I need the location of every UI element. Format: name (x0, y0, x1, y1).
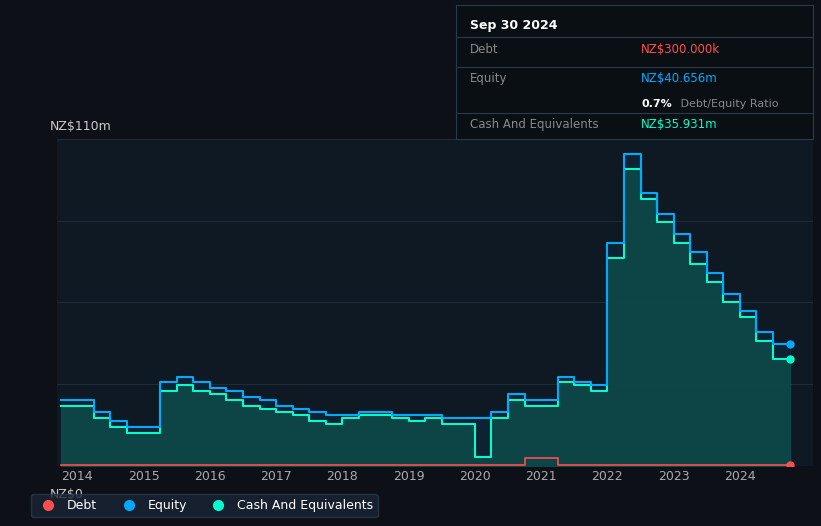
Text: NZ$110m: NZ$110m (50, 120, 112, 133)
Text: Cash And Equivalents: Cash And Equivalents (470, 118, 599, 131)
Text: Debt: Debt (470, 43, 498, 56)
Text: NZ$35.931m: NZ$35.931m (641, 118, 718, 131)
Text: Equity: Equity (470, 72, 507, 85)
Text: NZ$40.656m: NZ$40.656m (641, 72, 718, 85)
Text: NZ$300.000k: NZ$300.000k (641, 43, 721, 56)
Text: 0.7%: 0.7% (641, 99, 672, 109)
Text: Debt/Equity Ratio: Debt/Equity Ratio (677, 99, 778, 109)
Text: NZ$0: NZ$0 (50, 488, 84, 501)
Legend: Debt, Equity, Cash And Equivalents: Debt, Equity, Cash And Equivalents (31, 494, 378, 517)
Text: Sep 30 2024: Sep 30 2024 (470, 18, 557, 32)
